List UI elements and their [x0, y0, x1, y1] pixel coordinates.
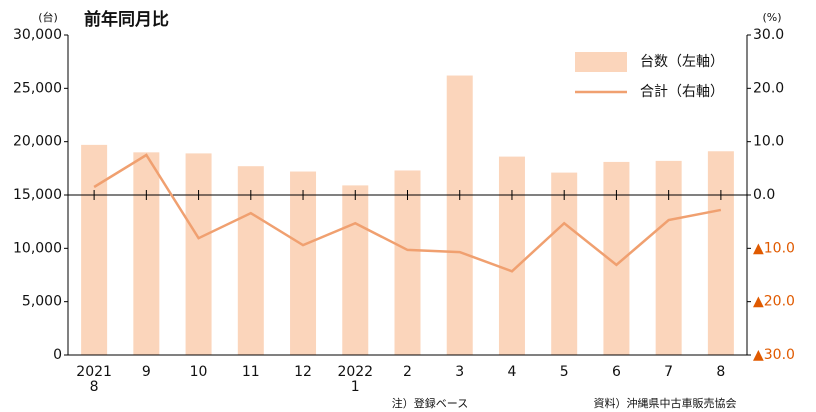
- bar: [133, 152, 160, 355]
- bar: [551, 172, 578, 355]
- bar: [446, 75, 473, 356]
- note: 注）登録ベース: [392, 396, 468, 410]
- y2-tick-label: 0.0: [753, 187, 775, 203]
- bar: [290, 171, 317, 355]
- x-tick-label: 10: [189, 364, 208, 380]
- legend-label: 合計（右軸）: [640, 84, 724, 100]
- x-tick-label: 2021 8: [76, 364, 112, 395]
- y2-tick-label: 10.0: [753, 134, 784, 150]
- y-tick-label: 0: [53, 347, 62, 363]
- y-tick-label: 10,000: [13, 240, 62, 256]
- bar: [498, 156, 525, 355]
- y-tick-label: 20,000: [13, 134, 62, 150]
- y2-tick-label: 30.0: [753, 27, 784, 43]
- bar: [707, 151, 734, 355]
- y-tick-label: 15,000: [13, 187, 62, 203]
- bar: [655, 160, 682, 355]
- bar: [185, 153, 212, 355]
- y2-tick-label: ▲20.0: [753, 294, 795, 310]
- x-tick-label: 7: [664, 364, 674, 380]
- x-tick-label: 8: [716, 364, 726, 380]
- y2-unit: (%): [762, 11, 781, 24]
- y2-tick-label: ▲10.0: [753, 240, 795, 256]
- chart-title: 前年同月比: [84, 9, 169, 30]
- legend-label: 台数（左軸）: [640, 54, 724, 70]
- x-tick-label: 9: [141, 364, 151, 380]
- x-tick-label: 6: [611, 364, 621, 380]
- bar: [81, 144, 108, 355]
- source: 資料）沖縄県中古車販売協会: [594, 396, 737, 410]
- x-tick-label: 3: [455, 364, 465, 380]
- y-tick-label: 5,000: [22, 294, 62, 310]
- x-tick-label: 2022 1: [337, 364, 374, 395]
- y-tick-label: 25,000: [13, 80, 62, 96]
- line: [93, 153, 722, 273]
- x-tick-label: 5: [559, 364, 569, 380]
- y2-tick-label: ▲30.0: [753, 347, 795, 363]
- y-unit: (台): [38, 10, 58, 24]
- x-tick-label: 11: [241, 364, 260, 380]
- x-tick-label: 4: [507, 364, 517, 380]
- bar: [394, 170, 421, 355]
- legend-swatch: [575, 52, 627, 72]
- y2-tick-label: 20.0: [753, 80, 784, 96]
- y-tick-label: 30,000: [13, 27, 62, 43]
- bar: [342, 185, 369, 355]
- x-tick-label: 2: [403, 364, 412, 380]
- x-tick-label: 12: [294, 364, 312, 380]
